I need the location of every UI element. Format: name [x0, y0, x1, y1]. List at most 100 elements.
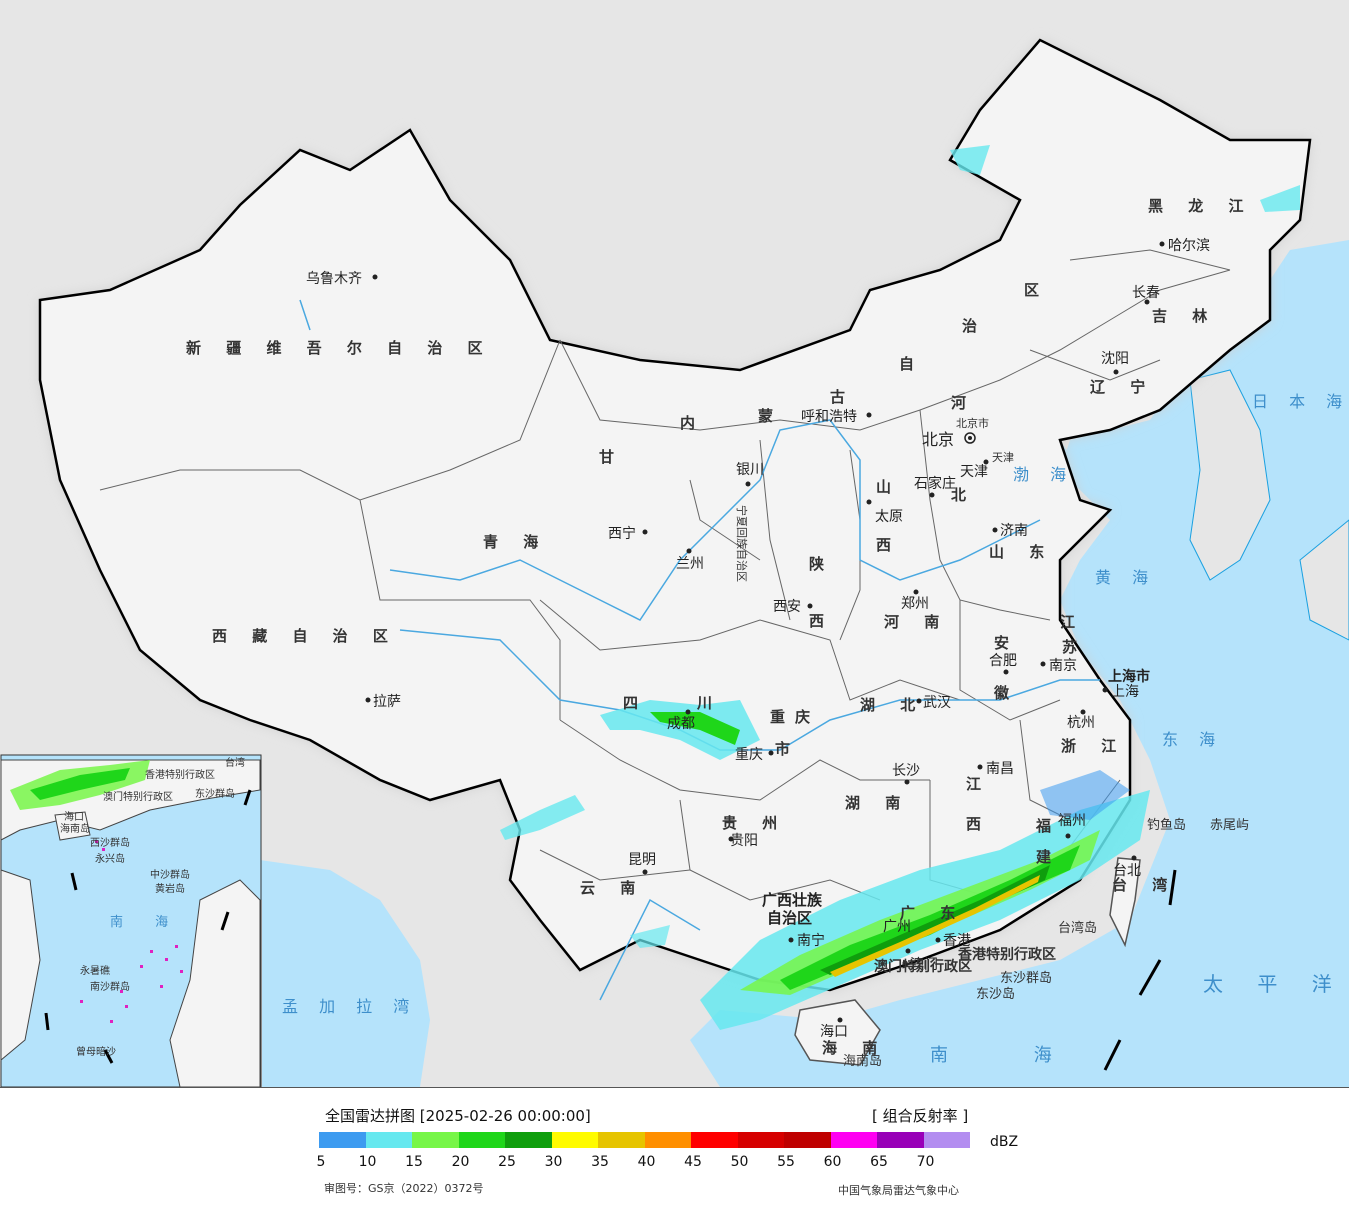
- tick-label: 70: [916, 1154, 935, 1170]
- inset-label: 黄岩岛: [155, 882, 185, 895]
- city-label: 沈阳: [1101, 351, 1129, 367]
- radar-echoes: [500, 145, 1300, 1030]
- china-landmass: [38, 38, 1312, 992]
- province-label-fujian-1: 福: [1035, 817, 1061, 835]
- color-swatch: [923, 1132, 970, 1148]
- inset-label: 澳门特别行政区: [103, 790, 173, 803]
- sea-label-bohai: 渤 海: [1013, 465, 1074, 484]
- legend-unit: dBZ: [990, 1134, 1019, 1150]
- inset-label: 海口: [64, 810, 84, 823]
- city-label: 西宁: [608, 525, 636, 542]
- land-korea-japan: [1189, 369, 1271, 581]
- province-label-yunnan: 云 南: [580, 879, 645, 897]
- province-label-shanxi-1: 山: [876, 478, 901, 496]
- rivers: [299, 299, 1100, 1001]
- color-swatch: [830, 1132, 877, 1148]
- inset-label: 东沙群岛: [195, 787, 235, 800]
- sea-label-japan: 日 本 海: [1252, 392, 1349, 411]
- color-swatch: [644, 1132, 691, 1148]
- tick-label: 20: [451, 1154, 470, 1170]
- city-label: 乌鲁木齐: [306, 271, 362, 287]
- province-label-zhejiang: 浙 江: [1061, 737, 1126, 755]
- province-label-liaoning: 辽 宁: [1090, 378, 1155, 396]
- legend-panel: 全国雷达拼图 [2025-02-26 00:00:00] [ 组合反射率 ] 5…: [0, 1088, 1349, 1208]
- province-label-jiangsu-1: 江: [1060, 613, 1085, 631]
- province-label-guangxi-1: 广西壮族: [762, 891, 823, 909]
- city-label: 长春: [1132, 285, 1160, 301]
- city-label: 上海: [1111, 684, 1139, 700]
- inset-label: 台湾: [225, 756, 245, 769]
- color-swatch: [737, 1132, 784, 1148]
- province-label-jiangxi-1: 江: [966, 775, 991, 793]
- island-label: 香港特别行政区: [957, 946, 1056, 963]
- inset-label: 西沙群岛: [90, 836, 130, 849]
- province-label-xizang: 西 藏 自 治 区: [212, 627, 398, 645]
- province-label-guizhou: 贵 州: [722, 814, 787, 832]
- sea-label-south: 南 海: [930, 1045, 1092, 1066]
- sea-label-bengal: 孟 加 拉 湾: [282, 997, 417, 1016]
- island-label: 钓鱼岛: [1147, 817, 1186, 833]
- province-label-guangxi-2: 自治区: [767, 909, 812, 927]
- color-swatch: [784, 1132, 831, 1148]
- color-swatch: [458, 1132, 505, 1148]
- sea-east: [690, 240, 1349, 1087]
- city-markers: [365, 241, 1165, 1023]
- city-label: 济南: [1000, 523, 1028, 539]
- tick-label: 35: [591, 1154, 609, 1170]
- province-label-neimeng-2: 蒙: [758, 407, 783, 425]
- city-label: 贵阳: [730, 833, 758, 849]
- province-label-jilin: 吉 林: [1152, 307, 1217, 325]
- province-label-jiangxi-2: 西: [966, 815, 991, 833]
- province-label-shaanxi-1: 陕: [809, 555, 834, 573]
- province-label-neimeng-1: 内: [680, 414, 705, 432]
- legend-product-name: [ 组合反射率 ]: [872, 1107, 969, 1125]
- city-labels: 乌鲁木齐 拉萨 西宁 兰州 银川 呼和浩特 哈尔滨 长春 沈阳 北京 天津 石家…: [306, 238, 1210, 1040]
- color-scale-ticks: 5 10 15 20 25 30 35 40 45 50 55 60 65 70: [306, 1154, 966, 1172]
- maritime-boundary: [1103, 869, 1177, 1071]
- sea-label-yellow: 黄 海: [1095, 568, 1156, 587]
- island-label: 东沙岛: [976, 986, 1015, 1002]
- radar-map: 新 疆 维 吾 尔 自 治 区 西 藏 自 治 区 青 海 甘 内 蒙 古 自 …: [0, 0, 1349, 1088]
- province-label-hebei-2: 北: [951, 486, 976, 504]
- province-label-neimeng-3: 古: [830, 388, 855, 406]
- south-china-sea-inset: 香港特别行政区 澳门特别行政区 东沙群岛 海口 海南岛 西沙群岛 永兴岛 中沙群…: [0, 754, 262, 1087]
- province-label-gansu-1: 甘: [599, 448, 624, 466]
- tick-label: 55: [777, 1154, 795, 1170]
- island-label: 东沙群岛: [1000, 970, 1052, 986]
- province-labels: 新 疆 维 吾 尔 自 治 区 西 藏 自 治 区 青 海 甘 内 蒙 古 自 …: [186, 197, 1243, 1057]
- city-label: 呼和浩特: [801, 409, 857, 425]
- color-swatch: [365, 1132, 412, 1148]
- province-label-beijing: 北京市: [956, 416, 989, 430]
- taiwan-island: [1109, 857, 1141, 948]
- inset-label: 永兴岛: [95, 852, 125, 865]
- city-label: 合肥: [989, 653, 1017, 669]
- province-label-anhui-2: 徽: [993, 684, 1019, 702]
- city-label: 兰州: [676, 556, 704, 572]
- city-label: 石家庄: [914, 475, 956, 492]
- city-label: 南昌: [986, 761, 1014, 777]
- province-label-neimeng-4: 自: [899, 355, 924, 373]
- city-label: 哈尔滨: [1168, 238, 1210, 254]
- tick-label: 5: [316, 1154, 326, 1170]
- city-label: 杭州: [1067, 715, 1095, 731]
- color-swatch: [505, 1132, 552, 1148]
- sea-labels: 日 本 海 渤 海 黄 海 东 海 太 平 洋 南 海 孟 加 拉 湾: [282, 392, 1349, 1066]
- inset-label: 香港特别行政区: [145, 768, 215, 781]
- hainan-island: [794, 999, 881, 1066]
- city-label: 长沙: [892, 763, 920, 779]
- province-label-shandong: 山 东: [989, 543, 1054, 561]
- city-label: 武汉: [923, 695, 951, 711]
- province-label-hubei: 湖 北: [860, 696, 925, 714]
- province-label-fujian-2: 建: [1036, 848, 1061, 866]
- tick-label: 15: [405, 1154, 423, 1170]
- map-review-number: 审图号：GS京（2022）0372号: [324, 1182, 484, 1195]
- color-swatch: [551, 1132, 598, 1148]
- city-label: 太原: [875, 509, 903, 525]
- city-label: 广州: [883, 919, 911, 935]
- tick-label: 10: [358, 1154, 377, 1170]
- city-label: 昆明: [628, 852, 656, 868]
- tick-label: 50: [730, 1154, 749, 1170]
- tick-label: 45: [684, 1154, 702, 1170]
- inset-label: 曾母暗沙: [76, 1045, 116, 1058]
- sea-label-pacific: 太 平 洋: [1203, 972, 1346, 996]
